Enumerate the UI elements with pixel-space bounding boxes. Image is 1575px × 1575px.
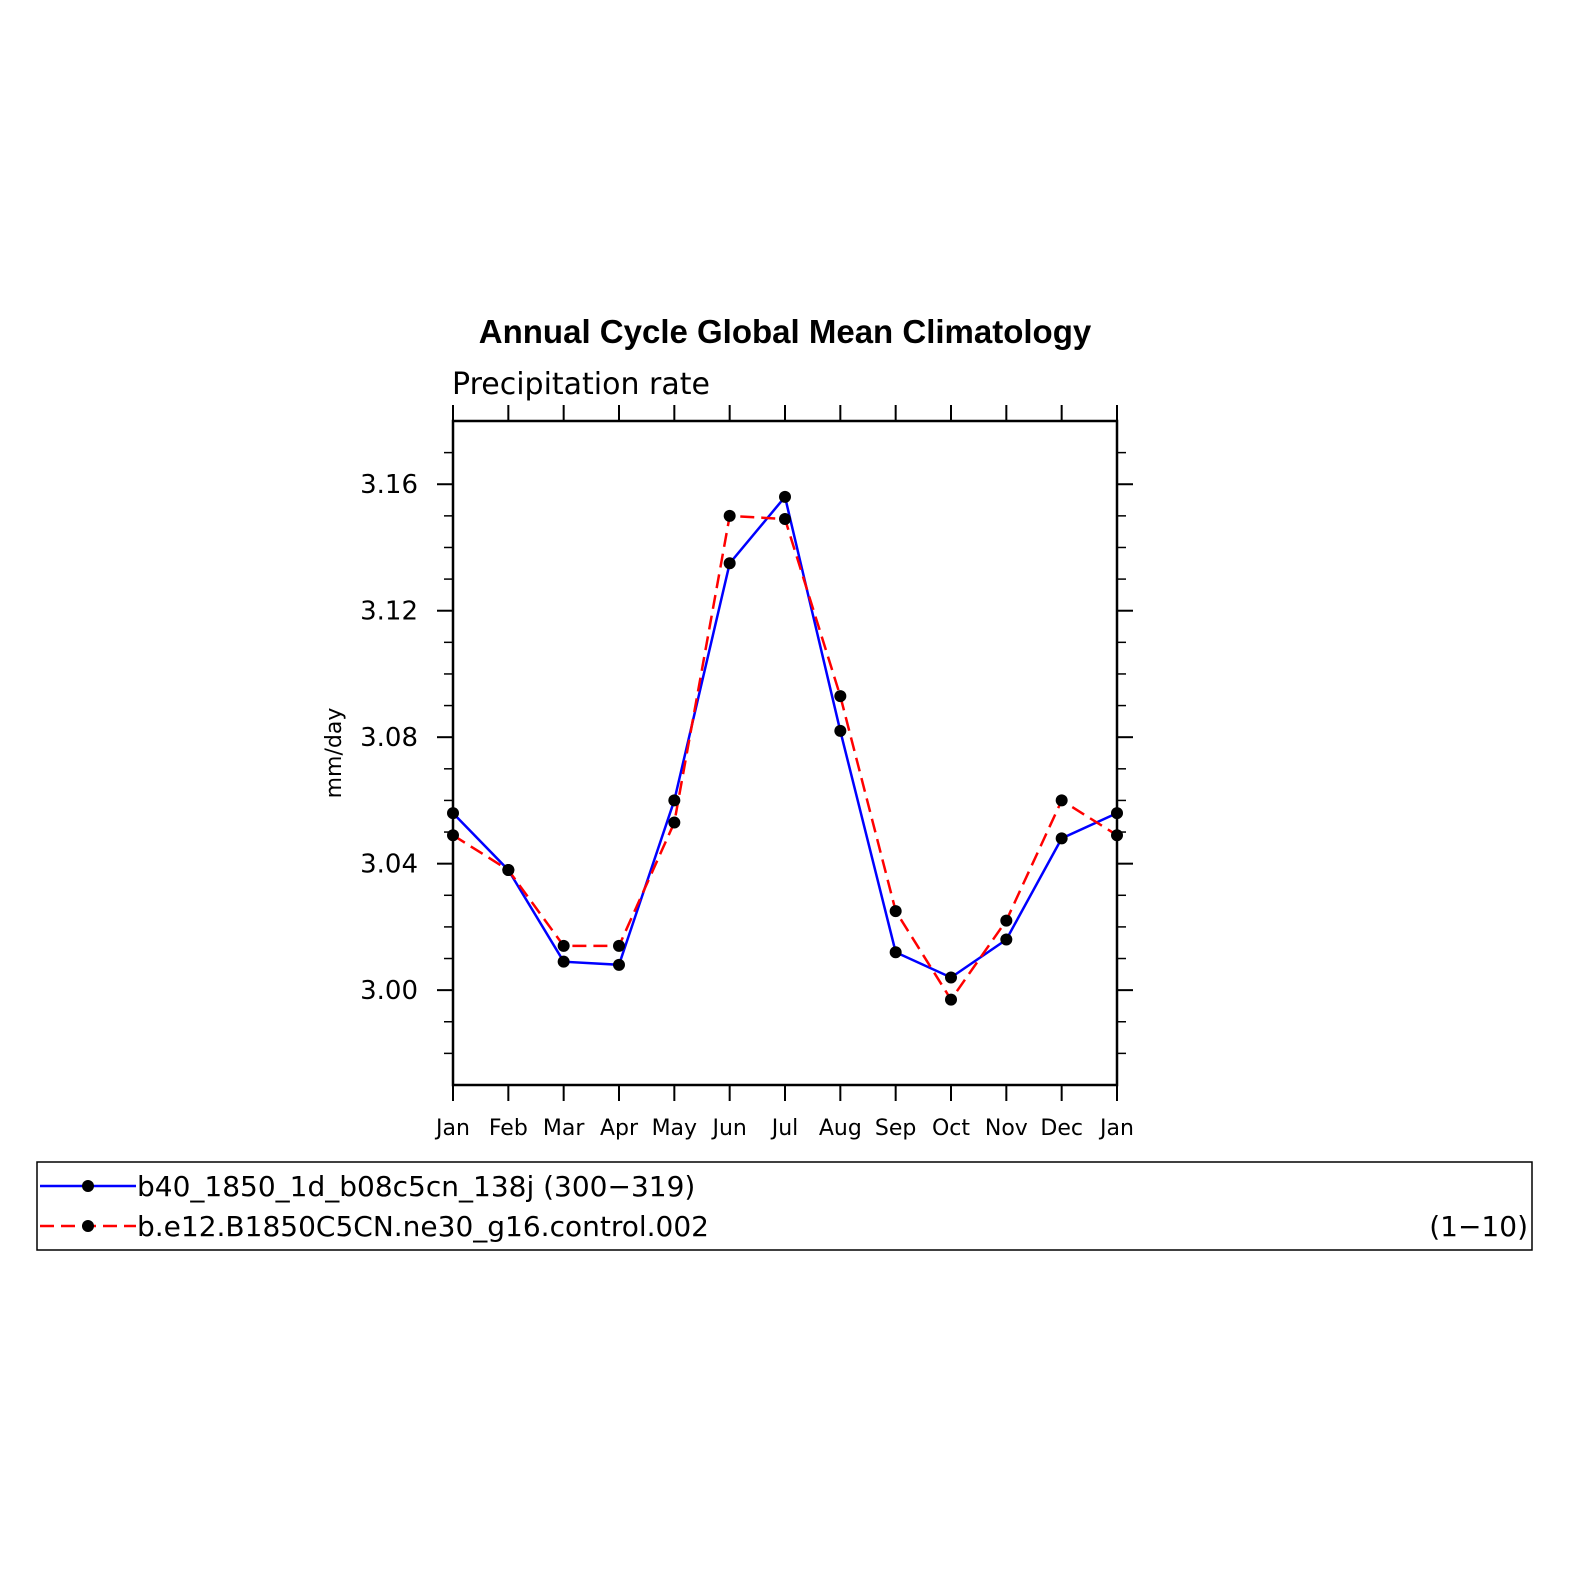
series-2-point xyxy=(834,690,847,703)
series-1-point xyxy=(723,557,736,570)
chart-title: Annual Cycle Global Mean Climatology xyxy=(479,313,1092,350)
y-tick-label: 3.04 xyxy=(360,850,418,880)
series-2-point xyxy=(557,939,570,952)
series-1-point xyxy=(668,794,681,807)
legend: b40_1850_1d_b08c5cn_138j (300−319) b.e12… xyxy=(36,1161,1533,1251)
x-tick-label: Jul xyxy=(770,1116,799,1141)
series-1-point xyxy=(557,955,570,968)
x-tick-label: Jan xyxy=(1098,1116,1134,1141)
series-1-point xyxy=(945,971,957,984)
x-tick-label: Jun xyxy=(710,1116,746,1141)
x-tick-label: Nov xyxy=(985,1116,1028,1141)
x-tick-label: Apr xyxy=(600,1116,639,1141)
series-2-point xyxy=(447,829,459,842)
series-2-point xyxy=(1000,914,1013,927)
x-tick-label: Dec xyxy=(1040,1116,1083,1141)
series-2-point xyxy=(668,816,681,829)
y-tick-label: 3.08 xyxy=(360,723,418,753)
series-1-point xyxy=(1000,933,1013,946)
series-2-point xyxy=(613,939,625,952)
legend-marker-series-1 xyxy=(82,1180,94,1192)
x-tick-label: Oct xyxy=(932,1116,970,1141)
y-tick-label: 3.12 xyxy=(360,597,418,627)
chart-subtitle: Precipitation rate xyxy=(452,367,710,402)
x-tick-label: Jan xyxy=(434,1116,470,1141)
series-1-point xyxy=(889,946,902,959)
series-1-point xyxy=(613,958,625,971)
x-tick-label: Aug xyxy=(819,1116,862,1141)
series-2-point xyxy=(1111,829,1123,842)
series-layer xyxy=(447,490,1123,1006)
x-tick-label: May xyxy=(652,1116,697,1141)
series-2-point xyxy=(945,993,957,1006)
series-1-point xyxy=(779,490,791,503)
series-1-point xyxy=(1055,832,1068,845)
series-2-point xyxy=(779,513,791,526)
legend-label-series-2: b.e12.B1850C5CN.ne30_g16.control.002 xyxy=(137,1210,709,1243)
legend-box xyxy=(36,1161,1533,1251)
legend-years-series-2: (1−10) xyxy=(1429,1210,1528,1243)
x-tick-label: Feb xyxy=(489,1116,528,1141)
legend-label-series-1: b40_1850_1d_b08c5cn_138j (300−319) xyxy=(137,1170,695,1203)
y-tick-label: 3.16 xyxy=(360,470,418,500)
series-1-point xyxy=(834,724,847,737)
series-2-point xyxy=(1055,794,1068,807)
y-axis-label: mm/day xyxy=(322,708,347,799)
legend-marker-series-2 xyxy=(82,1220,94,1232)
series-line-1 xyxy=(452,494,1118,979)
series-2-point xyxy=(889,905,902,918)
axis-ticks: Jan Feb Mar Apr May Jun Jul Aug Sep Oct Nov Dec Jan 3… xyxy=(360,405,1134,1141)
series-2-point xyxy=(723,509,736,522)
y-tick-label: 3.00 xyxy=(360,976,418,1006)
x-tick-label: Sep xyxy=(875,1116,916,1141)
series-line-2 xyxy=(452,514,1118,1002)
x-tick-label: Mar xyxy=(543,1116,585,1141)
series-1-point xyxy=(447,807,459,820)
series-1-point xyxy=(1111,807,1123,820)
series-2-point xyxy=(502,863,515,876)
